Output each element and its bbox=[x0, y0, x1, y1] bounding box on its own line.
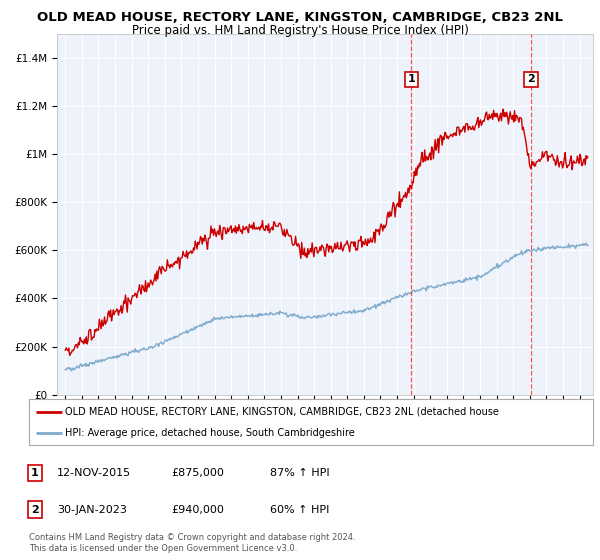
Text: 30-JAN-2023: 30-JAN-2023 bbox=[57, 505, 127, 515]
Text: 60% ↑ HPI: 60% ↑ HPI bbox=[270, 505, 329, 515]
Text: 1: 1 bbox=[407, 74, 415, 85]
Text: OLD MEAD HOUSE, RECTORY LANE, KINGSTON, CAMBRIDGE, CB23 2NL: OLD MEAD HOUSE, RECTORY LANE, KINGSTON, … bbox=[37, 11, 563, 24]
Text: £875,000: £875,000 bbox=[171, 468, 224, 478]
Text: £940,000: £940,000 bbox=[171, 505, 224, 515]
Text: OLD MEAD HOUSE, RECTORY LANE, KINGSTON, CAMBRIDGE, CB23 2NL (detached house: OLD MEAD HOUSE, RECTORY LANE, KINGSTON, … bbox=[65, 407, 499, 417]
Text: Contains HM Land Registry data © Crown copyright and database right 2024.
This d: Contains HM Land Registry data © Crown c… bbox=[29, 533, 355, 553]
Text: Price paid vs. HM Land Registry's House Price Index (HPI): Price paid vs. HM Land Registry's House … bbox=[131, 24, 469, 37]
Text: 1: 1 bbox=[31, 468, 38, 478]
Text: HPI: Average price, detached house, South Cambridgeshire: HPI: Average price, detached house, Sout… bbox=[65, 428, 355, 438]
Text: 87% ↑ HPI: 87% ↑ HPI bbox=[270, 468, 329, 478]
Text: 12-NOV-2015: 12-NOV-2015 bbox=[57, 468, 131, 478]
Text: 2: 2 bbox=[527, 74, 535, 85]
Text: 2: 2 bbox=[31, 505, 38, 515]
